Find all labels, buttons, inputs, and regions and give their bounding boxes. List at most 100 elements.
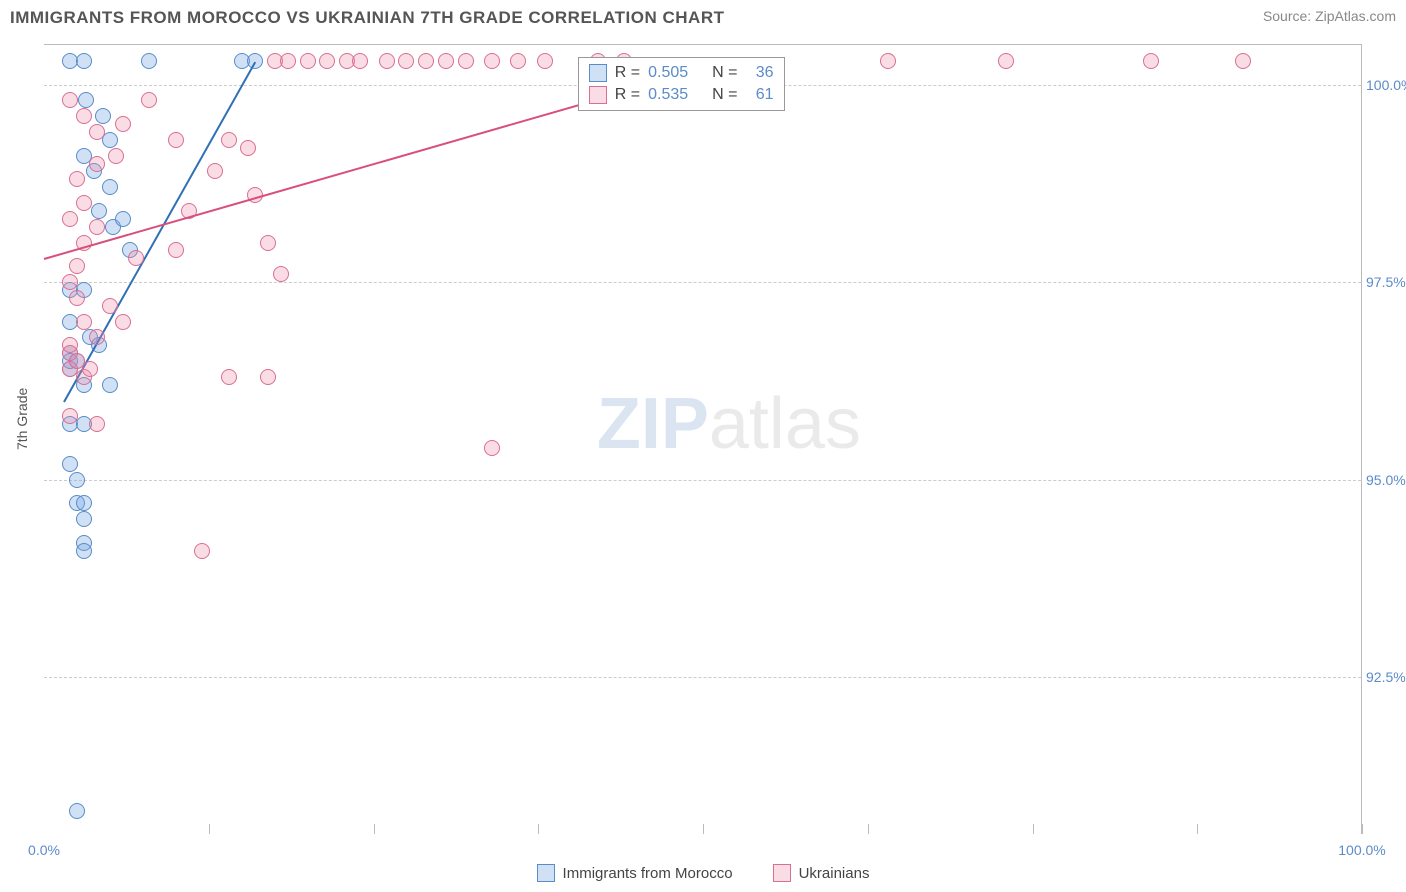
scatter-point	[76, 195, 92, 211]
gridline-h	[44, 480, 1361, 481]
x-minor-tick	[209, 824, 210, 834]
scatter-point	[108, 148, 124, 164]
scatter-point	[273, 266, 289, 282]
n-value: 61	[746, 86, 774, 104]
bottom-legend: Immigrants from Morocco Ukrainians	[0, 864, 1406, 882]
scatter-point	[260, 369, 276, 385]
scatter-point	[76, 314, 92, 330]
n-label: N =	[712, 86, 737, 104]
gridline-h	[44, 677, 1361, 678]
scatter-point	[880, 53, 896, 69]
legend-swatch	[773, 864, 791, 882]
scatter-point	[95, 108, 111, 124]
stats-row: R = 0.535 N = 61	[589, 84, 774, 106]
scatter-point	[168, 132, 184, 148]
scatter-point	[76, 543, 92, 559]
scatter-point	[280, 53, 296, 69]
scatter-point	[89, 219, 105, 235]
x-minor-tick	[374, 824, 375, 834]
scatter-point	[1143, 53, 1159, 69]
r-value: 0.505	[648, 64, 688, 82]
gridline-h	[44, 282, 1361, 283]
scatter-point	[89, 416, 105, 432]
scatter-point	[69, 171, 85, 187]
scatter-point	[379, 53, 395, 69]
scatter-point	[194, 543, 210, 559]
scatter-point	[221, 369, 237, 385]
legend-swatch	[589, 64, 607, 82]
scatter-point	[89, 156, 105, 172]
r-label: R =	[615, 64, 640, 82]
scatter-point	[115, 211, 131, 227]
legend-swatch	[589, 86, 607, 104]
scatter-point	[69, 258, 85, 274]
x-minor-tick	[1033, 824, 1034, 834]
scatter-point	[418, 53, 434, 69]
y-tick-label: 97.5%	[1366, 274, 1406, 290]
y-axis-label: 7th Grade	[14, 388, 30, 450]
scatter-point	[240, 140, 256, 156]
x-tick-label: 100.0%	[1338, 842, 1385, 858]
x-minor-tick	[1362, 824, 1363, 834]
watermark-part2: atlas	[709, 384, 861, 464]
scatter-point	[69, 290, 85, 306]
legend-item: Ukrainians	[773, 864, 870, 882]
scatter-point	[352, 53, 368, 69]
legend-swatch	[537, 864, 555, 882]
scatter-point	[89, 124, 105, 140]
scatter-point	[484, 440, 500, 456]
scatter-point	[62, 337, 78, 353]
scatter-point	[62, 456, 78, 472]
scatter-point	[102, 298, 118, 314]
r-value: 0.535	[648, 86, 688, 104]
scatter-point	[260, 235, 276, 251]
watermark: ZIPatlas	[597, 383, 861, 465]
scatter-point	[141, 92, 157, 108]
scatter-point	[998, 53, 1014, 69]
y-tick-label: 95.0%	[1366, 472, 1406, 488]
stats-box: R = 0.505 N = 36 R = 0.535 N = 61	[578, 57, 785, 111]
scatter-point	[128, 250, 144, 266]
scatter-point	[78, 92, 94, 108]
scatter-point	[438, 53, 454, 69]
scatter-point	[115, 314, 131, 330]
x-minor-tick	[868, 824, 869, 834]
scatter-point	[76, 511, 92, 527]
scatter-point	[102, 377, 118, 393]
scatter-point	[484, 53, 500, 69]
scatter-point	[91, 203, 107, 219]
x-tick-label: 0.0%	[28, 842, 60, 858]
scatter-point	[102, 179, 118, 195]
legend-label: Ukrainians	[799, 865, 870, 882]
n-value: 36	[746, 64, 774, 82]
plot-area: ZIPatlas 92.5%95.0%97.5%100.0%0.0%100.0%…	[44, 44, 1362, 834]
legend-label: Immigrants from Morocco	[563, 865, 733, 882]
scatter-point	[115, 116, 131, 132]
scatter-point	[76, 53, 92, 69]
scatter-point	[76, 108, 92, 124]
n-label: N =	[712, 64, 737, 82]
stats-row: R = 0.505 N = 36	[589, 62, 774, 84]
watermark-part1: ZIP	[597, 384, 709, 464]
scatter-point	[62, 211, 78, 227]
scatter-point	[69, 472, 85, 488]
scatter-point	[1235, 53, 1251, 69]
scatter-point	[319, 53, 335, 69]
scatter-point	[168, 242, 184, 258]
scatter-point	[221, 132, 237, 148]
x-minor-tick	[703, 824, 704, 834]
scatter-point	[62, 408, 78, 424]
scatter-point	[76, 495, 92, 511]
legend-item: Immigrants from Morocco	[537, 864, 733, 882]
scatter-point	[141, 53, 157, 69]
scatter-point	[300, 53, 316, 69]
y-tick-label: 92.5%	[1366, 669, 1406, 685]
scatter-point	[537, 53, 553, 69]
scatter-point	[62, 92, 78, 108]
x-minor-tick	[538, 824, 539, 834]
scatter-point	[82, 361, 98, 377]
r-label: R =	[615, 86, 640, 104]
scatter-point	[89, 329, 105, 345]
chart-title: IMMIGRANTS FROM MOROCCO VS UKRAINIAN 7TH…	[10, 8, 725, 28]
scatter-point	[247, 53, 263, 69]
